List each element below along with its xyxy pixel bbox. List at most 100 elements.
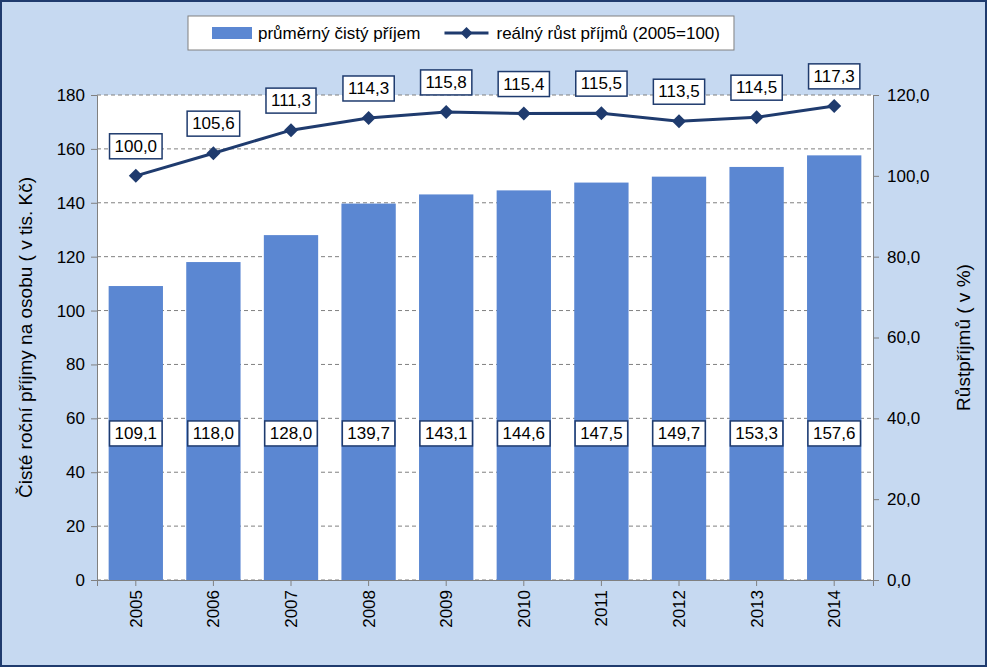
axis-line (91, 96, 98, 581)
tick-label: 2008 (360, 590, 379, 628)
data-label-text: 118,0 (193, 424, 234, 443)
data-labels: 109,1118,0128,0139,7143,1144,6147,5149,7… (110, 64, 861, 446)
tick: 2014 (825, 580, 844, 628)
tick-label: 2007 (282, 590, 301, 628)
data-label: 153,3 (730, 421, 783, 446)
legend-item: reálný růst příjmů (2005=100) (444, 24, 719, 43)
tick: 40,0 (873, 409, 920, 428)
label-box (575, 421, 628, 446)
bar (264, 235, 318, 580)
label-box (809, 64, 860, 89)
data-label: 144,6 (498, 421, 551, 446)
legend-symbol (212, 27, 252, 39)
tick-mark (91, 418, 97, 419)
data-label: 157,6 (808, 421, 861, 446)
tick-mark (91, 580, 97, 581)
tick-label: 2009 (437, 590, 456, 628)
label-box (808, 421, 861, 446)
tick-label: 80,0 (887, 248, 920, 267)
y2-axis-title: Růstpříjmů ( v %) (953, 264, 974, 411)
tick-label: 180 (57, 86, 85, 105)
data-label-text: 114,3 (348, 79, 389, 98)
tick: 0,0 (873, 571, 911, 590)
label-box (110, 134, 163, 159)
marker (750, 110, 764, 124)
data-label-text: 147,5 (580, 424, 623, 443)
legend-label: průměrný čistý příjem (258, 24, 420, 43)
data-label: 115,5 (576, 71, 627, 96)
tick: 60 (66, 409, 97, 428)
marker (362, 111, 376, 125)
tick-label: 60,0 (887, 328, 920, 347)
tick-label: 0,0 (887, 571, 911, 590)
label-box (498, 72, 549, 97)
bar (574, 183, 628, 580)
line (136, 106, 834, 176)
tick-mark (679, 580, 680, 586)
data-label: 149,7 (653, 421, 706, 446)
data-label: 114,5 (731, 75, 782, 100)
tick-label: 2005 (127, 590, 146, 628)
tick: 80 (66, 355, 97, 374)
data-label-text: 109,1 (115, 424, 158, 443)
tick: 120,0 (873, 86, 930, 105)
tick: 20 (66, 517, 97, 536)
tick-mark (873, 95, 879, 96)
data-label: 100,0 (110, 134, 163, 159)
tick: 2005 (127, 580, 146, 628)
tick: 100,0 (873, 167, 930, 186)
legend-box (188, 16, 734, 50)
label-box (731, 75, 782, 100)
y2-axis: 0,0 20,0 40,0 60,0 80,0 100,0 120,0 (873, 86, 930, 590)
bar-series (109, 155, 862, 580)
axis-line (874, 96, 880, 581)
data-label: 115,4 (498, 72, 549, 97)
data-label-text: 157,6 (813, 424, 856, 443)
marker (439, 105, 453, 119)
line-series (129, 99, 841, 183)
label-box (420, 421, 473, 446)
tick: 2010 (515, 580, 534, 628)
data-label: 143,1 (420, 421, 473, 446)
label-box (343, 76, 394, 101)
data-label: 114,3 (343, 76, 394, 101)
data-label-text: 153,3 (735, 424, 778, 443)
tick-label: 20 (66, 517, 85, 536)
data-label-text: 114,5 (736, 78, 777, 97)
label-box (266, 88, 316, 113)
data-label-text: 115,5 (581, 74, 622, 93)
tick-label: 100 (57, 301, 85, 320)
tick-mark (91, 257, 97, 258)
data-label: 111,3 (266, 88, 316, 113)
tick-mark (91, 95, 97, 96)
bar (186, 262, 240, 580)
label-box (730, 421, 783, 446)
y-axis-title: Čisté roční příjmy na osobu ( v tis. Kč) (15, 177, 36, 498)
data-label-text: 143,1 (425, 424, 468, 443)
label-box (188, 421, 239, 446)
tick-mark (756, 580, 757, 586)
tick: 20,0 (873, 490, 920, 509)
data-label: 105,6 (187, 111, 240, 136)
data-label: 115,8 (421, 70, 472, 95)
tick-mark (91, 472, 97, 473)
marks (109, 99, 862, 580)
data-label-text: 113,5 (658, 82, 699, 101)
data-label-text: 100,0 (115, 137, 158, 156)
grid (97, 95, 873, 580)
bar (341, 204, 395, 580)
label-box (421, 70, 472, 95)
tick-mark (446, 580, 447, 586)
label-box (265, 421, 318, 446)
tick-mark (601, 580, 602, 586)
label-box (653, 421, 706, 446)
bar (652, 177, 706, 580)
data-label-text: 115,8 (426, 73, 467, 92)
data-label-text: 117,3 (814, 67, 855, 86)
x-axis: 2005200620072008200920102011201220132014 (98, 580, 874, 628)
marker (129, 169, 143, 183)
tick-mark (91, 311, 97, 312)
data-label: 109,1 (110, 421, 163, 446)
data-label: 139,7 (342, 421, 395, 446)
tick: 40 (66, 463, 97, 482)
